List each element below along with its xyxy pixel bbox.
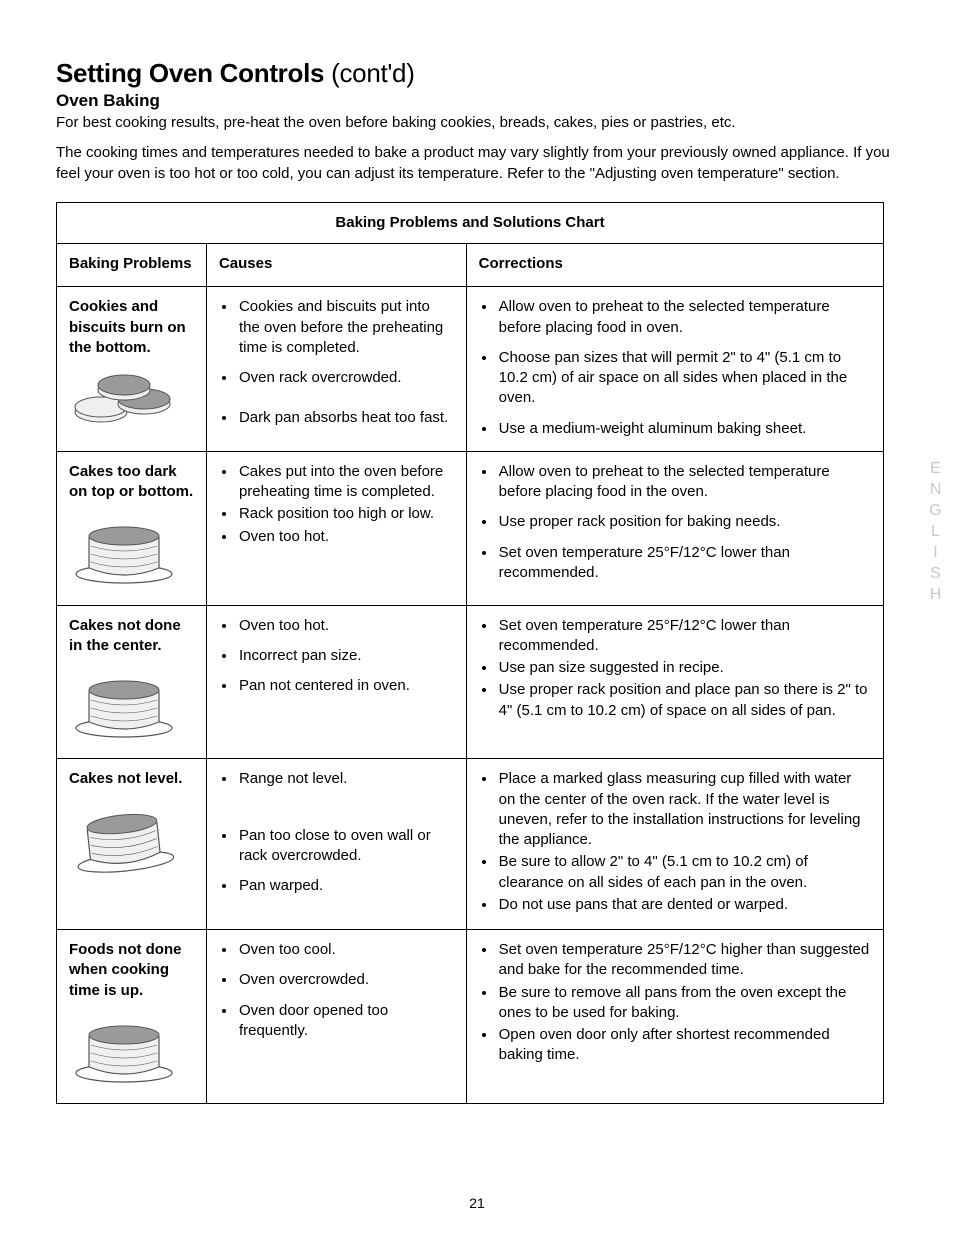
cause-item: Oven too hot.: [237, 527, 454, 547]
baking-problems-table: Baking Problems and Solutions Chart Baki…: [56, 202, 884, 1104]
correction-item: Place a marked glass measuring cup fille…: [497, 769, 871, 850]
cause-item: Oven too cool.: [237, 940, 454, 960]
cause-item: Cakes put into the oven before preheatin…: [237, 462, 454, 503]
correction-item: Use proper rack position and place pan s…: [497, 680, 871, 721]
corrections-cell: Set oven temperature 25°F/12°C lower tha…: [466, 605, 883, 759]
correction-item: Use a medium-weight aluminum baking shee…: [497, 419, 871, 439]
correction-item: Use proper rack position for baking need…: [497, 512, 871, 532]
problem-label: Cakes too dark on top or bottom.: [69, 462, 194, 503]
corrections-cell: Set oven temperature 25°F/12°C higher th…: [466, 930, 883, 1104]
causes-cell: Oven too hot. Incorrect pan size. Pan not …: [206, 605, 466, 759]
header-problems: Baking Problems: [57, 244, 207, 287]
title-main: Setting Oven Controls: [56, 58, 324, 88]
cause-item: Oven overcrowded.: [237, 970, 454, 990]
intro-paragraph-2: The cooking times and temperatures neede…: [56, 143, 898, 184]
cause-item: Cookies and biscuits put into the oven b…: [237, 297, 454, 358]
correction-item: Be sure to allow 2" to 4" (5.1 cm to 10.…: [497, 852, 871, 893]
correction-item: Open oven door only after shortest recom…: [497, 1025, 871, 1066]
correction-item: Allow oven to preheat to the selected te…: [497, 462, 871, 503]
correction-item: Use pan size suggested in recipe.: [497, 658, 871, 678]
header-causes: Causes: [206, 244, 466, 287]
cause-item: Pan warped.: [237, 876, 454, 896]
table-row: Cakes not level. Range not level. Pan too…: [57, 759, 884, 930]
cake-icon: [69, 670, 179, 740]
page-number: 21: [0, 1195, 954, 1211]
causes-cell: Oven too cool. Oven overcrowded. Oven door…: [206, 930, 466, 1104]
problem-cell: Foods not done when cooking time is up.: [57, 930, 207, 1104]
page-title: Setting Oven Controls (cont'd): [56, 58, 898, 89]
table-row: Foods not done when cooking time is up. …: [57, 930, 884, 1104]
cause-item: Incorrect pan size.: [237, 646, 454, 666]
cause-item: Pan not centered in oven.: [237, 676, 454, 696]
cause-item: Oven rack overcrowded.: [237, 368, 454, 388]
cause-item: Rack position too high or low.: [237, 504, 454, 524]
cake-icon: [69, 516, 179, 586]
cause-item: Oven too hot.: [237, 616, 454, 636]
causes-cell: Cookies and biscuits put into the oven b…: [206, 287, 466, 452]
problem-label: Cakes not level.: [69, 769, 194, 789]
corrections-cell: Allow oven to preheat to the selected te…: [466, 287, 883, 452]
section-subtitle: Oven Baking: [56, 91, 898, 111]
causes-cell: Cakes put into the oven before preheatin…: [206, 451, 466, 605]
problem-cell: Cakes not done in the center.: [57, 605, 207, 759]
problem-cell: Cookies and biscuits burn on the bottom.: [57, 287, 207, 452]
chart-title: Baking Problems and Solutions Chart: [57, 202, 884, 243]
cake-icon: [69, 1015, 179, 1085]
title-contd: (cont'd): [324, 58, 414, 88]
correction-item: Set oven temperature 25°F/12°C lower tha…: [497, 543, 871, 584]
language-side-label: ENGLISH: [926, 460, 944, 607]
causes-cell: Range not level. Pan too close to oven wa…: [206, 759, 466, 930]
cookies-icon: [69, 372, 179, 427]
cause-item: Pan too close to oven wall or rack overc…: [237, 826, 454, 867]
cake-tilted-icon: [69, 804, 179, 874]
table-row: Cakes not done in the center. Oven too h…: [57, 605, 884, 759]
correction-item: Be sure to remove all pans from the oven…: [497, 983, 871, 1024]
problem-cell: Cakes too dark on top or bottom.: [57, 451, 207, 605]
correction-item: Set oven temperature 25°F/12°C lower tha…: [497, 616, 871, 657]
cause-item: Range not level.: [237, 769, 454, 789]
correction-item: Allow oven to preheat to the selected te…: [497, 297, 871, 338]
problem-label: Cakes not done in the center.: [69, 616, 194, 657]
header-corrections: Corrections: [466, 244, 883, 287]
correction-item: Do not use pans that are dented or warpe…: [497, 895, 871, 915]
corrections-cell: Place a marked glass measuring cup fille…: [466, 759, 883, 930]
correction-item: Choose pan sizes that will permit 2" to …: [497, 348, 871, 409]
intro-paragraph-1: For best cooking results, pre-heat the o…: [56, 113, 898, 133]
problem-label: Cookies and biscuits burn on the bottom.: [69, 297, 194, 358]
problem-cell: Cakes not level.: [57, 759, 207, 930]
cause-item: Dark pan absorbs heat too fast.: [237, 408, 454, 428]
table-row: Cookies and biscuits burn on the bottom.…: [57, 287, 884, 452]
cause-item: Oven door opened too frequently.: [237, 1001, 454, 1042]
correction-item: Set oven temperature 25°F/12°C higher th…: [497, 940, 871, 981]
problem-label: Foods not done when cooking time is up.: [69, 940, 194, 1001]
corrections-cell: Allow oven to preheat to the selected te…: [466, 451, 883, 605]
table-row: Cakes too dark on top or bottom. Cakes p…: [57, 451, 884, 605]
